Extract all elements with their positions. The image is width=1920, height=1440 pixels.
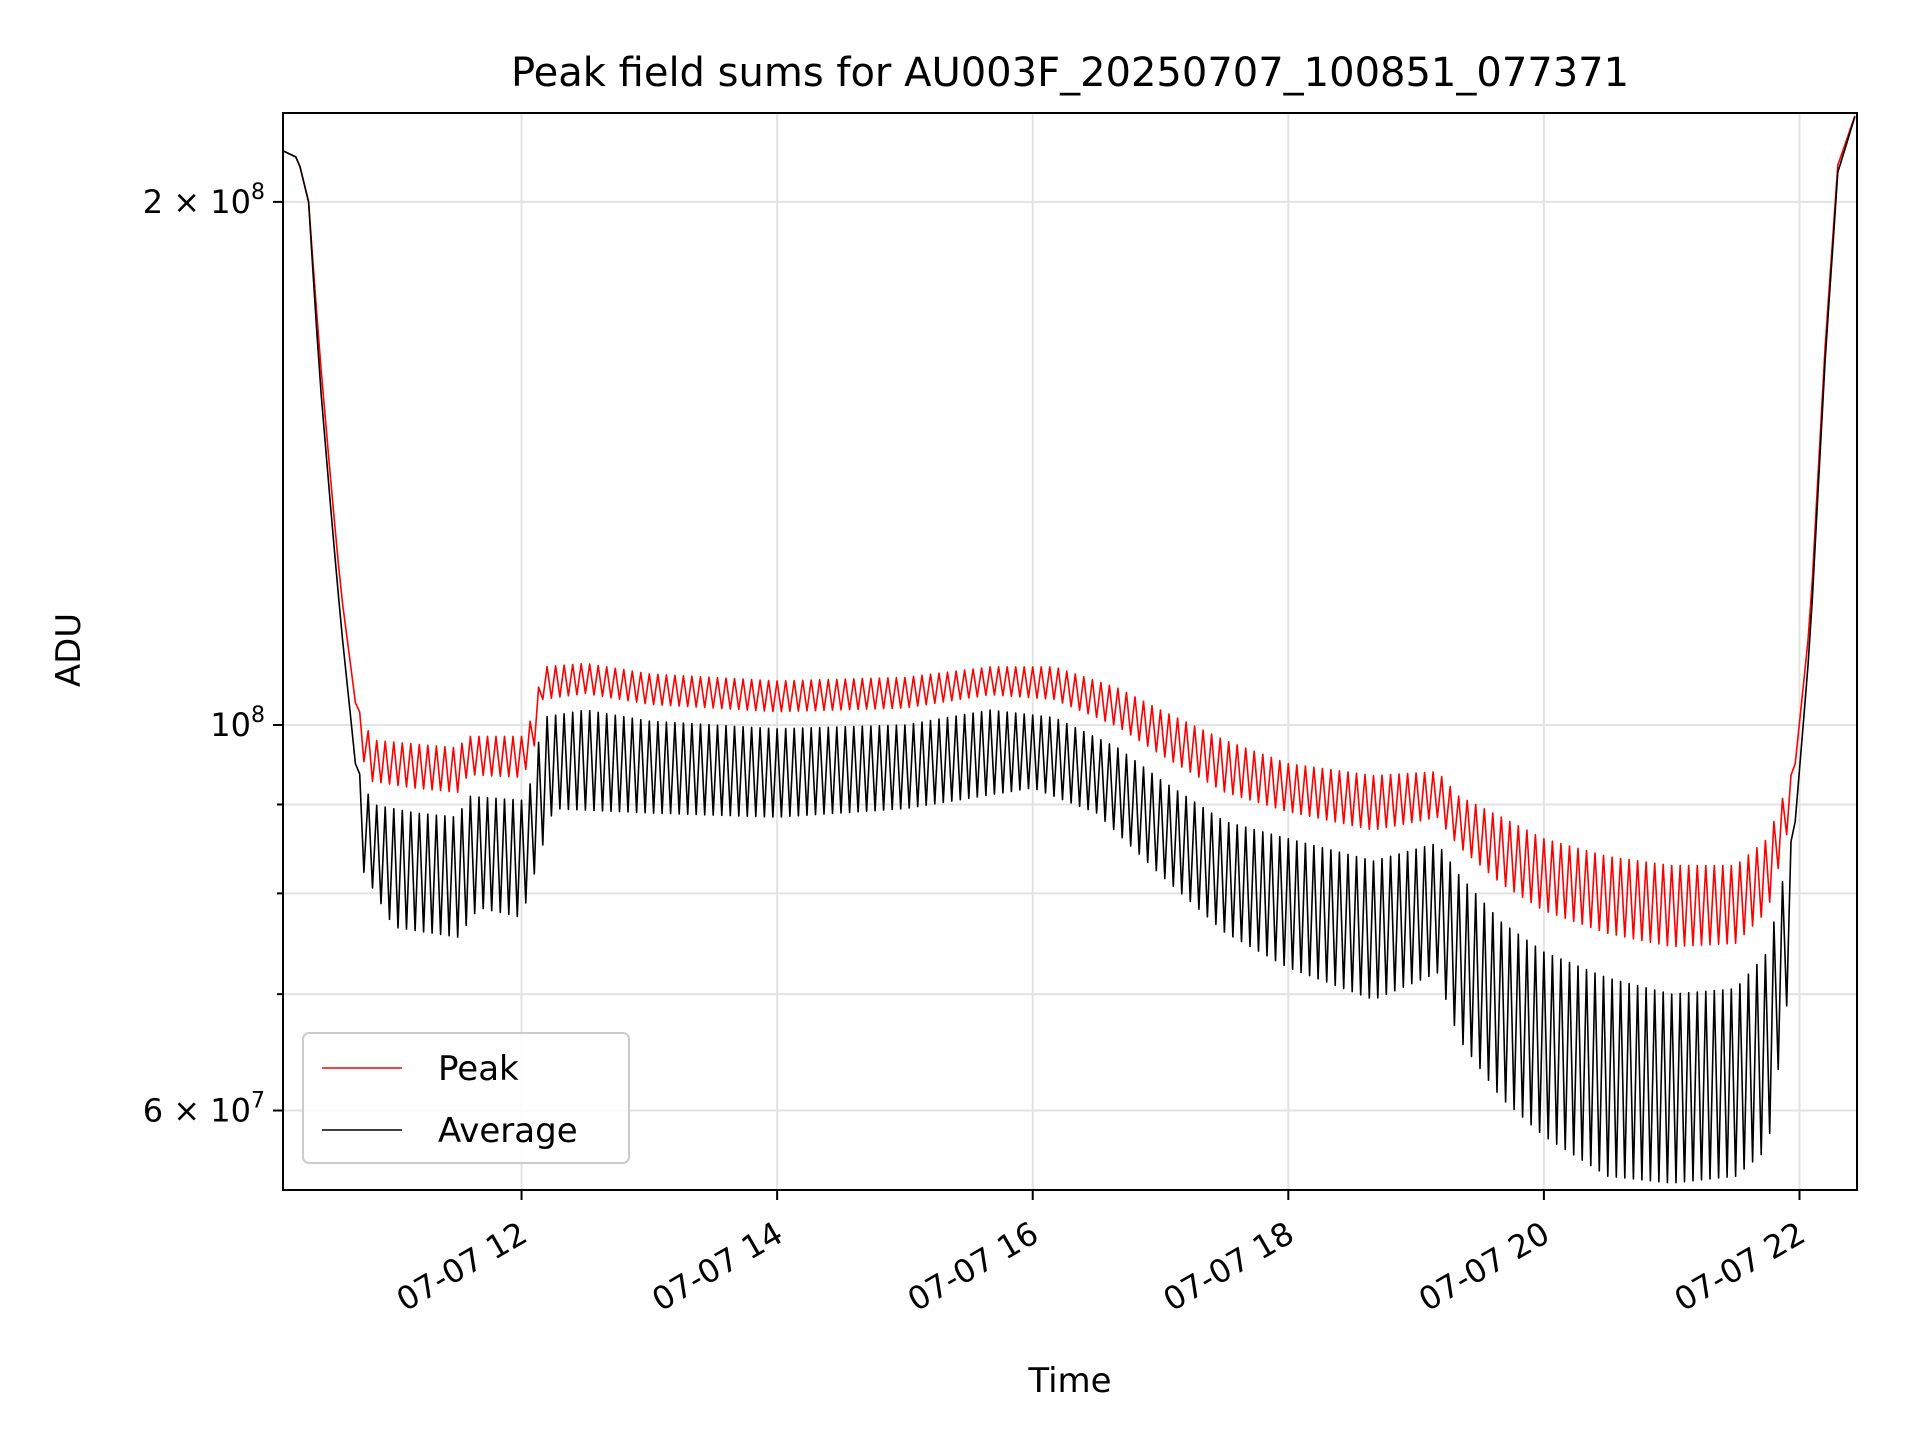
- legend: Peak Average: [302, 1032, 630, 1164]
- series-layer: [283, 115, 1856, 1184]
- y-tick-exponent: 8: [251, 180, 265, 205]
- grid: [283, 113, 1857, 1190]
- y-tick-exponent: 8: [251, 703, 265, 728]
- plot-frame: [282, 112, 1858, 1191]
- series-peak: [283, 115, 1856, 948]
- series-average: [283, 116, 1856, 1184]
- series-line-average: [283, 116, 1856, 1184]
- series-line-peak: [283, 115, 1856, 948]
- x-axis-label: Time: [1027, 1361, 1111, 1401]
- chart-title: Peak field sums for AU003F_20250707_1008…: [511, 50, 1629, 96]
- y-tick-label: 2 × 108: [143, 180, 265, 221]
- y-axis-label: ADU: [49, 613, 89, 687]
- legend-label-average: Average: [438, 1111, 578, 1151]
- legend-label-peak: Peak: [438, 1049, 519, 1089]
- y-tick-exponent: 7: [251, 1088, 265, 1113]
- y-tick-label: 6 × 107: [143, 1088, 265, 1129]
